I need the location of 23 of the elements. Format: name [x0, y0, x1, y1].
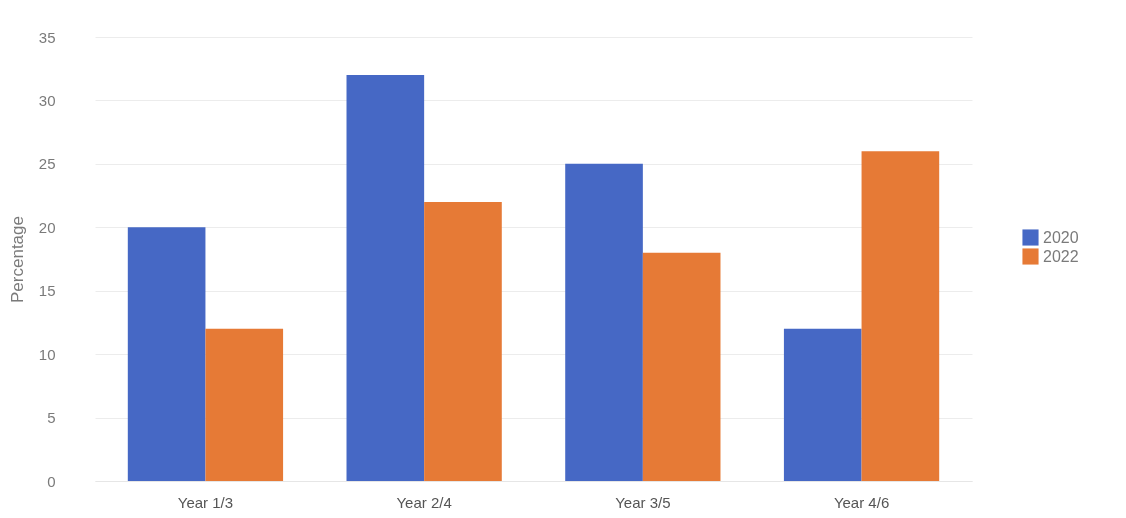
bar [424, 201, 502, 481]
y-tick-label: 30 [38, 91, 56, 109]
y-tick-label: 0 [47, 472, 56, 490]
y-tick-label: 10 [38, 345, 56, 363]
bar [565, 163, 643, 481]
bar [783, 328, 862, 481]
x-tick-label: Year 4/6 [833, 493, 890, 511]
y-tick-label: 25 [38, 155, 56, 173]
y-tick-label: 20 [38, 218, 56, 236]
x-tick-label: Year 1/3 [177, 493, 234, 511]
bar [642, 252, 721, 481]
bar [346, 75, 425, 481]
bar [861, 151, 940, 481]
bar [205, 328, 284, 481]
x-tick-label: Year 2/4 [396, 493, 452, 511]
y-tick-label: 35 [38, 28, 56, 46]
legend-label: 2022 [1043, 247, 1079, 265]
x-tick-label: Year 3/5 [615, 493, 671, 511]
y-tick-label: 15 [38, 282, 56, 300]
y-tick-label: 5 [47, 409, 56, 427]
bar [127, 227, 206, 481]
legend-label: 2020 [1043, 228, 1079, 246]
y-axis-title: Percentage [7, 216, 27, 303]
